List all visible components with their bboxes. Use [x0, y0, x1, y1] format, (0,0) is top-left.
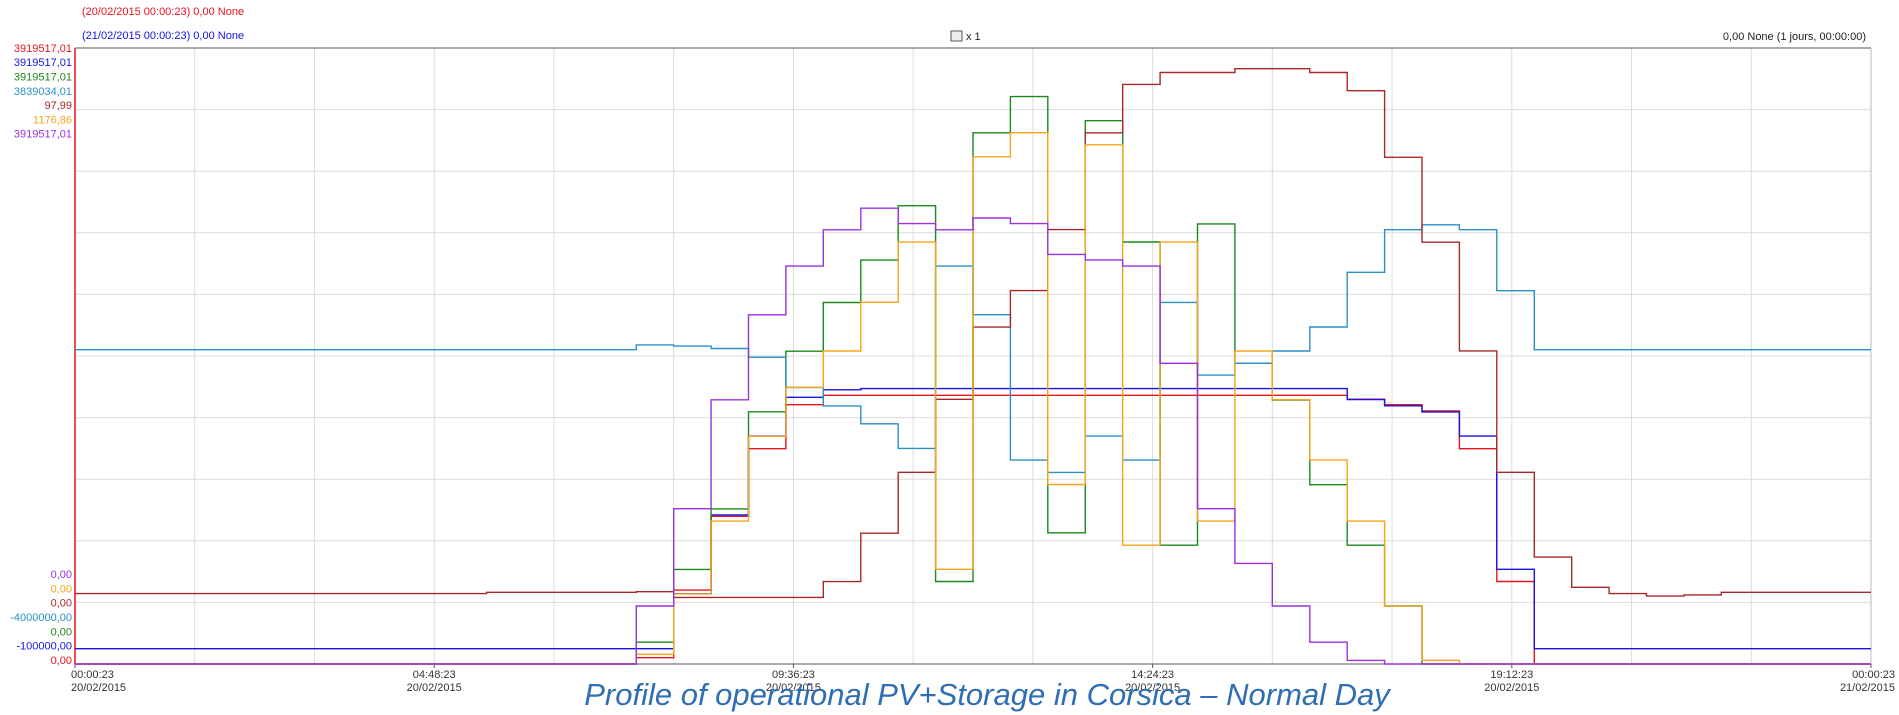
caption: Profile of operational PV+Storage in Cor…	[584, 677, 1392, 712]
x-tick-time: 09:36:23	[772, 669, 815, 681]
x-tick-date: 20/02/2015	[1125, 682, 1180, 694]
x-tick-time: 04:48:23	[413, 669, 456, 681]
y-axis-min-label: 0,00	[51, 626, 72, 638]
y-axis-max-label: 3839034,01	[14, 86, 72, 98]
y-axis-min-label: 0,00	[51, 569, 72, 581]
y-axis-min-label: -100000,00	[16, 641, 72, 653]
cursor-info: 0,00 None (1 jours, 00:00:00)	[1723, 31, 1866, 43]
x-tick-date: 21/02/2015	[1840, 682, 1895, 694]
x-tick-time: 00:00:23	[71, 669, 114, 681]
x-tick-time: 14:24:23	[1131, 669, 1174, 681]
x-tick-time: 19:12:23	[1490, 669, 1533, 681]
y-axis-max-label: 3919517,01	[14, 129, 72, 141]
y-axis-min-label: 0,00	[51, 655, 72, 667]
zoom-label: x 1	[966, 31, 981, 43]
plot-area	[75, 68, 1871, 665]
header-line: (20/02/2015 00:00:23) 0,00 None	[82, 6, 244, 18]
y-axis-max-label: 3919517,01	[14, 72, 72, 84]
x-tick-date: 20/02/2015	[407, 682, 462, 694]
zoom-icon[interactable]	[950, 30, 963, 42]
labels: (20/02/2015 00:00:23) 0,00 None (21/02/20…	[10, 6, 1895, 694]
y-axis-max-label: 3919517,01	[14, 57, 72, 69]
x-tick-date: 20/02/2015	[1484, 682, 1539, 694]
series-line	[75, 207, 1871, 665]
y-axis-max-label: 97,99	[44, 100, 72, 112]
x-tick-time: 00:00:23	[1852, 669, 1895, 681]
y-axis-min-label: 0,00	[51, 598, 72, 610]
y-axis-max-label: 1176,86	[33, 114, 72, 126]
y-axis-max-label: 3919517,01	[14, 43, 72, 55]
y-axis-min-label: -4000000,00	[10, 612, 72, 624]
y-axis-min-label: 0,00	[51, 583, 72, 595]
series-line	[75, 224, 1871, 474]
x-tick-date: 20/02/2015	[766, 682, 821, 694]
x-tick-date: 20/02/2015	[71, 682, 126, 694]
header-line: (21/02/2015 00:00:23) 0,00 None	[82, 30, 244, 42]
